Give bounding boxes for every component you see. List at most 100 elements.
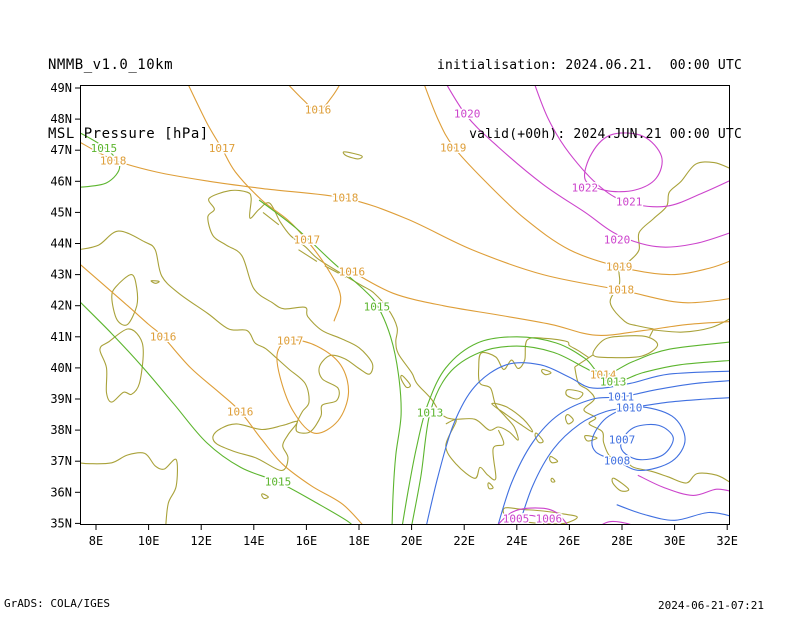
header-right: initialisation: 2024.06.21. 00:00 UTC va… [437,8,742,169]
isobar-label: 1016 [227,406,254,419]
isobar-line [591,406,686,472]
lon-tick-label: 20E [401,534,423,548]
coastline [574,354,594,368]
isobar-line [80,301,354,525]
isobar-line [276,339,350,434]
coastline [487,482,494,490]
isobar-label: 1016 [150,331,177,344]
isobar-label: 1006 [536,513,563,526]
coastline [609,161,730,330]
coastline [80,189,590,441]
map-frame [80,85,730,525]
lat-tick-label: 49N [50,81,72,95]
lat-tick-label: 46N [50,174,72,188]
lon-tick-label: 30E [664,534,686,548]
coastline [549,455,559,464]
coastline [564,413,574,425]
isobar-line [534,85,730,208]
isobar-label: 1021 [616,196,643,209]
isobar-line [423,85,730,276]
isobar-line [425,362,730,525]
isobar-line [497,380,730,525]
coastline [541,368,552,376]
lat-tick-label: 42N [50,299,72,313]
isobar-label: 1017 [294,234,321,247]
isobar-label: 1019 [606,261,633,274]
isobar-label: 1010 [616,402,643,415]
lat-tick-label: 48N [50,112,72,126]
isobar-label: 1019 [440,142,467,155]
isobar-line [446,85,730,248]
lon-tick-label: 8E [89,534,103,548]
lon-tick-label: 24E [506,534,528,548]
coastline [262,211,280,226]
creation-timestamp: 2024-06-21-07:21 [658,599,764,612]
isobar-label: 1008 [604,454,631,467]
isobar-label: 1005 [503,513,530,526]
isobar-label: 1011 [608,391,635,404]
isobar-line [584,132,663,193]
coastline [550,477,556,483]
axes-layer: 49N 48N 47N 46N 45N 44N 43N 42N 41N 40N 39N 38N 37N 3… [50,81,738,548]
lat-tick-label: 39N [50,392,72,406]
lat-tick-label: 37N [50,454,72,468]
coastline [611,477,630,492]
coastline [491,402,534,433]
isobar-line [80,132,121,188]
coastline [400,374,411,389]
isobar-label: 1015 [364,300,391,313]
isobar-line [80,263,364,525]
isobar-line [258,199,402,525]
isobar-label: 1015 [91,142,118,155]
lat-tick-label: 43N [50,268,72,282]
lon-tick-label: 32E [716,534,738,548]
coastline [212,420,298,472]
lat-tick-label: 44N [50,237,72,251]
coastline [261,493,269,500]
isobar-line [616,504,730,521]
isobar-line [187,85,342,322]
coastline [534,432,544,444]
isobar-label: 1020 [604,234,631,247]
isobar-label: 1017 [209,142,236,155]
valid-time: valid(+00h): 2024.JUN.21 00:00 UTC [469,127,742,142]
isobar-label: 1016 [339,266,366,279]
lon-tick-label: 12E [190,534,212,548]
coastline [445,419,505,481]
isobar-line [518,397,730,525]
isobar-line [620,423,674,461]
isobar-line [496,507,569,525]
isobar-line [351,271,730,336]
lat-tick-label: 45N [50,205,72,219]
initialisation-time: initialisation: 2024.06.21. 00:00 UTC [436,58,742,73]
lon-tick-label: 26E [559,534,581,548]
isobar-line [287,85,341,112]
lat-tick-label: 40N [50,361,72,375]
isobar-line [637,474,730,496]
isobar-label: 1014 [590,369,617,382]
coastline [80,452,178,525]
isobar-line [401,336,730,525]
isobars-layer [80,85,730,525]
lon-tick-label: 16E [296,534,318,548]
isobar-line [411,345,730,525]
lat-tick-label: 35N [50,516,72,530]
isobar-label: 1016 [305,104,332,117]
lat-tick-label: 36N [50,485,72,499]
lon-tick-label: 14E [243,534,265,548]
isobar-label: 1022 [572,182,599,195]
grads-credit: GrADS: COLA/IGES [4,597,110,610]
isobar-label: 1015 [265,476,292,489]
field-name: MSL Pressure [hPa] [48,126,209,142]
header-left: NMMB_v1.0_10km MSL Pressure [hPa] [48,8,209,169]
coastline [653,318,730,333]
lat-tick-label: 38N [50,423,72,437]
lon-tick-label: 18E [348,534,370,548]
coastline [99,328,144,403]
isobar-label: 1007 [609,434,636,447]
lat-tick-label: 41N [50,330,72,344]
lon-tick-label: 10E [138,534,160,548]
lat-tick-label: 47N [50,143,72,157]
